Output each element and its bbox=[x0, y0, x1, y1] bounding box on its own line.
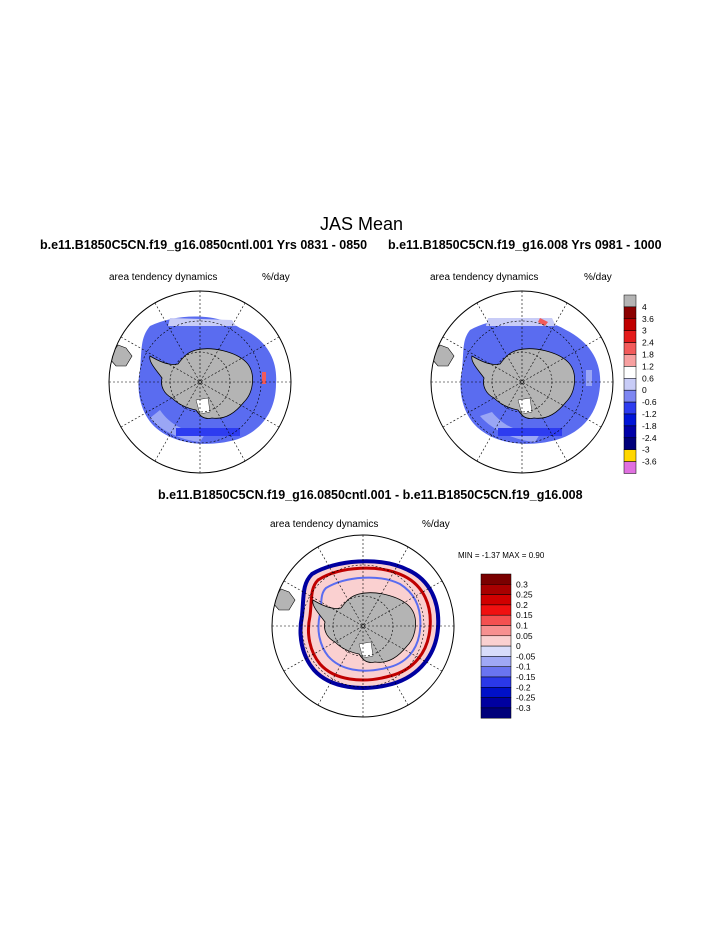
colorbar-top-label-4: 1.8 bbox=[642, 350, 654, 360]
colorbar-difference: 0.30.250.20.150.10.050-0.05-0.1-0.15-0.2… bbox=[480, 573, 536, 719]
colorbar-top-label-2: 3 bbox=[642, 326, 647, 336]
colorbar-diff-label-1: 0.25 bbox=[516, 590, 533, 600]
panel3-left-label: area tendency dynamics bbox=[270, 519, 379, 530]
colorbar-diff-swatch-5 bbox=[480, 625, 512, 637]
colorbar-top-label-9: -1.2 bbox=[642, 409, 657, 419]
colorbar-top-swatch-2 bbox=[623, 318, 637, 331]
map-panel-2 bbox=[430, 290, 614, 474]
panel3-title: b.e11.B1850C5CN.f19_g16.0850cntl.001 - b… bbox=[158, 488, 583, 502]
colorbar-top-swatch-7 bbox=[623, 378, 637, 391]
colorbar-top-label-11: -2.4 bbox=[642, 433, 657, 443]
colorbar-diff-label-5: 0.05 bbox=[516, 631, 533, 641]
colorbar-top-swatch-5 bbox=[623, 354, 637, 367]
panel2-left-label: area tendency dynamics bbox=[430, 272, 539, 283]
colorbar-diff-label-9: -0.15 bbox=[516, 672, 536, 682]
colorbar-diff-swatch-1 bbox=[480, 584, 512, 595]
colorbar-top-label-1: 3.6 bbox=[642, 314, 654, 324]
colorbar-diff-label-3: 0.15 bbox=[516, 610, 533, 620]
colorbar-top-label-10: -1.8 bbox=[642, 421, 657, 431]
colorbar-diff-label-0: 0.3 bbox=[516, 579, 528, 589]
colorbar-diff-swatch-13 bbox=[480, 707, 512, 719]
colorbar-top-swatch-1 bbox=[623, 306, 637, 320]
colorbar-diff-swatch-12 bbox=[480, 697, 512, 709]
colorbar-top-label-5: 1.2 bbox=[642, 361, 654, 371]
colorbar-top-label-0: 4 bbox=[642, 302, 647, 312]
colorbar-diff-swatch-11 bbox=[480, 687, 512, 698]
colorbar-diff-swatch-7 bbox=[480, 645, 512, 657]
colorbar-top-label-13: -3.6 bbox=[642, 457, 657, 467]
colorbar-diff-swatch-2 bbox=[480, 594, 512, 606]
colorbar-diff-swatch-3 bbox=[480, 604, 512, 616]
colorbar-top-swatch-3 bbox=[623, 330, 637, 343]
colorbar-diff-swatch-4 bbox=[480, 614, 512, 626]
panel1-units: %/day bbox=[262, 272, 290, 283]
panel3-units: %/day bbox=[422, 519, 450, 530]
colorbar-diff-label-4: 0.1 bbox=[516, 621, 528, 631]
colorbar-top-swatch-11 bbox=[623, 425, 637, 439]
colorbar-diff-swatch-9 bbox=[480, 666, 512, 678]
colorbar-top-label-3: 2.4 bbox=[642, 338, 654, 348]
colorbar-top-label-6: 0.6 bbox=[642, 373, 654, 383]
page-title: JAS Mean bbox=[319, 214, 404, 234]
panel3-min-max: MIN = -1.37 MAX = 0.90 bbox=[458, 551, 545, 560]
colorbar-diff-label-2: 0.2 bbox=[516, 600, 528, 610]
colorbar-top-swatch-6 bbox=[623, 366, 637, 379]
colorbar-top-swatch-10 bbox=[623, 413, 637, 427]
panel1-title: b.e11.B1850C5CN.f19_g16.0850cntl.001 Yrs… bbox=[40, 238, 368, 252]
colorbar-diff-label-7: -0.05 bbox=[516, 651, 536, 661]
colorbar-top-swatch-12 bbox=[623, 437, 637, 450]
colorbar-top-swatch-0 bbox=[623, 294, 637, 308]
panel2-units: %/day bbox=[584, 272, 612, 283]
colorbar-top-swatch-9 bbox=[623, 401, 637, 415]
colorbar-top-label-8: -0.6 bbox=[642, 397, 657, 407]
colorbar-top-swatch-4 bbox=[623, 342, 637, 355]
colorbar-diff-label-12: -0.3 bbox=[516, 703, 531, 713]
colorbar-top: 4 3.6 3 2.4 1.81.2 0.6 0 -0.6 -1.2 -1.8 -2.4 -3 -3.6 bbox=[623, 294, 657, 474]
colorbar-top-swatch-13 bbox=[623, 449, 637, 462]
colorbar-diff-label-6: 0 bbox=[516, 641, 521, 651]
colorbar-top-swatch-14 bbox=[623, 461, 637, 474]
colorbar-diff-label-10: -0.2 bbox=[516, 682, 531, 692]
map-panel-1 bbox=[108, 290, 292, 474]
colorbar-diff-swatch-8 bbox=[480, 656, 512, 667]
colorbar-top-swatch-8 bbox=[623, 389, 637, 403]
panel1-left-label: area tendency dynamics bbox=[109, 272, 218, 283]
colorbar-diff-swatch-0 bbox=[480, 573, 512, 585]
colorbar-top-label-12: -3 bbox=[642, 445, 650, 455]
map-panel-3 bbox=[271, 534, 455, 718]
colorbar-diff-label-11: -0.25 bbox=[516, 693, 536, 703]
colorbar-top-label-7: 0 bbox=[642, 385, 647, 395]
panel2-title: b.e11.B1850C5CN.f19_g16.008 Yrs 0981 - 1… bbox=[388, 238, 662, 252]
colorbar-diff-swatch-10 bbox=[480, 676, 512, 688]
colorbar-diff-swatch-6 bbox=[480, 635, 512, 647]
colorbar-diff-label-8: -0.1 bbox=[516, 662, 531, 672]
